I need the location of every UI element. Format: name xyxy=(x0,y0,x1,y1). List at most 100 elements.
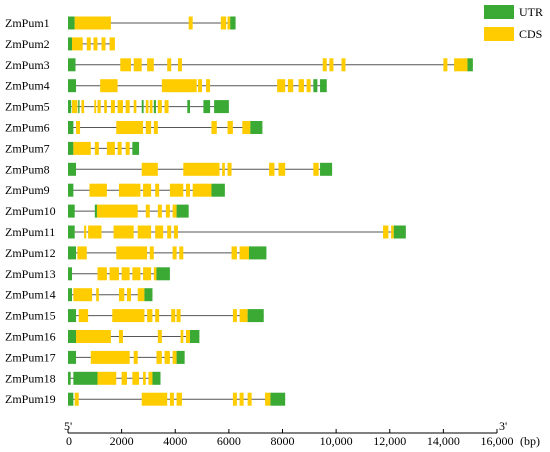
cds-segment xyxy=(247,392,252,406)
cds-segment xyxy=(118,183,141,197)
cds-segment xyxy=(167,58,172,72)
gene-row-zmpum15: ZmPum15 xyxy=(5,309,264,323)
gene-label: ZmPum3 xyxy=(5,58,50,72)
gene-label: ZmPum5 xyxy=(5,100,50,114)
utr-segment xyxy=(214,100,229,114)
cds-segment xyxy=(81,100,85,114)
cds-segment xyxy=(164,350,170,364)
utr-segment xyxy=(78,100,80,114)
cds-segment xyxy=(157,330,162,343)
utr-segment xyxy=(467,58,473,72)
cds-segment xyxy=(143,183,152,197)
cds-segment xyxy=(120,58,132,72)
cds-segment xyxy=(121,371,127,385)
cds-segment xyxy=(222,162,225,176)
cds-segment xyxy=(72,100,78,114)
cds-segment xyxy=(147,309,153,323)
x-tick-label: 2000 xyxy=(110,434,134,448)
gene-row-zmpum8: ZmPum8 xyxy=(5,162,333,176)
gene-label: ZmPum15 xyxy=(5,309,56,323)
cds-segment xyxy=(192,183,212,197)
cds-segment xyxy=(155,309,160,323)
cds-segment xyxy=(172,204,177,218)
utr-segment xyxy=(270,392,286,406)
cds-segment xyxy=(90,350,94,364)
five-prime-label: 5' xyxy=(64,419,72,433)
cds-segment xyxy=(313,162,319,176)
utr-segment xyxy=(141,100,144,114)
cds-segment xyxy=(117,100,123,114)
cds-segment xyxy=(177,58,182,72)
cds-segment xyxy=(383,225,389,239)
gene-row-zmpum13: ZmPum13 xyxy=(5,267,170,281)
cds-segment xyxy=(116,246,148,260)
utr-segment xyxy=(176,350,185,364)
gene-row-zmpum3: ZmPum3 xyxy=(5,58,473,72)
cds-segment xyxy=(93,37,98,51)
utr-segment xyxy=(156,267,170,281)
cds-segment xyxy=(227,162,232,176)
cds-segment xyxy=(149,246,154,260)
x-axis: 5' 3' 0 2000 4000 6000 8000 10,000 12,000 14,00… xyxy=(64,419,540,448)
utr-segment xyxy=(250,121,263,134)
cds-segment xyxy=(145,204,150,218)
gene-label: ZmPum17 xyxy=(5,350,56,364)
utr-segment xyxy=(68,183,74,197)
utr-segment xyxy=(320,79,327,93)
cds-segment xyxy=(227,121,233,134)
gene-row-zmpum18: ZmPum18 xyxy=(5,371,161,385)
legend-label-cds: CDS xyxy=(519,27,542,41)
cds-segment xyxy=(116,121,144,134)
utr-segment xyxy=(248,246,267,260)
gene-row-zmpum17: ZmPum17 xyxy=(5,350,185,364)
cds-segment xyxy=(156,350,162,364)
cds-segment xyxy=(101,37,106,51)
utr-segment xyxy=(320,162,333,176)
cds-segment xyxy=(232,392,237,406)
cds-segment xyxy=(298,79,304,93)
utr-segment xyxy=(132,141,140,155)
legend-swatch-utr xyxy=(484,5,514,19)
cds-segment xyxy=(96,288,99,302)
cds-segment xyxy=(104,100,107,114)
cds-segment xyxy=(185,330,190,343)
cds-segment xyxy=(153,267,157,281)
cds-segment xyxy=(93,350,130,364)
cds-segment xyxy=(329,58,334,72)
cds-segment xyxy=(78,309,89,323)
cds-segment xyxy=(206,79,211,93)
utr-segment xyxy=(211,183,225,197)
utr-segment xyxy=(68,330,77,343)
utr-segment xyxy=(68,392,74,406)
cds-segment xyxy=(76,121,81,134)
legend-label-utr: UTR xyxy=(519,5,543,19)
gene-label: ZmPum18 xyxy=(5,371,56,385)
utr-segment xyxy=(68,121,74,134)
gene-row-zmpum19: ZmPum19 xyxy=(5,392,286,406)
gene-label: ZmPum14 xyxy=(5,288,56,302)
cds-segment xyxy=(391,225,394,239)
x-tick-label: 0 xyxy=(66,434,72,448)
cds-segment xyxy=(137,225,152,239)
cds-segment xyxy=(72,37,83,51)
utr-segment xyxy=(176,204,189,218)
gene-row-zmpum6: ZmPum6 xyxy=(5,121,263,135)
utr-segment xyxy=(68,225,75,239)
x-tick-label: 8000 xyxy=(271,434,295,448)
utr-segment xyxy=(189,330,200,343)
cds-segment xyxy=(183,162,220,176)
cds-segment xyxy=(278,162,286,176)
utr-segment xyxy=(68,100,72,114)
cds-segment xyxy=(322,58,327,72)
cds-segment xyxy=(74,16,111,30)
gene-label: ZmPum4 xyxy=(5,79,50,93)
utr-segment xyxy=(68,246,77,260)
cds-segment xyxy=(157,204,162,218)
cds-segment xyxy=(155,225,164,239)
gene-rows: ZmPum1 ZmPum2 ZmPum3 ZmPum4 ZmPum5 ZmPum6 ZmPu… xyxy=(5,16,473,406)
cds-segment xyxy=(169,392,174,406)
cds-segment xyxy=(133,100,137,114)
x-tick-label: 14,000 xyxy=(427,434,460,448)
cds-segment xyxy=(169,183,184,197)
cds-segment xyxy=(74,392,79,406)
